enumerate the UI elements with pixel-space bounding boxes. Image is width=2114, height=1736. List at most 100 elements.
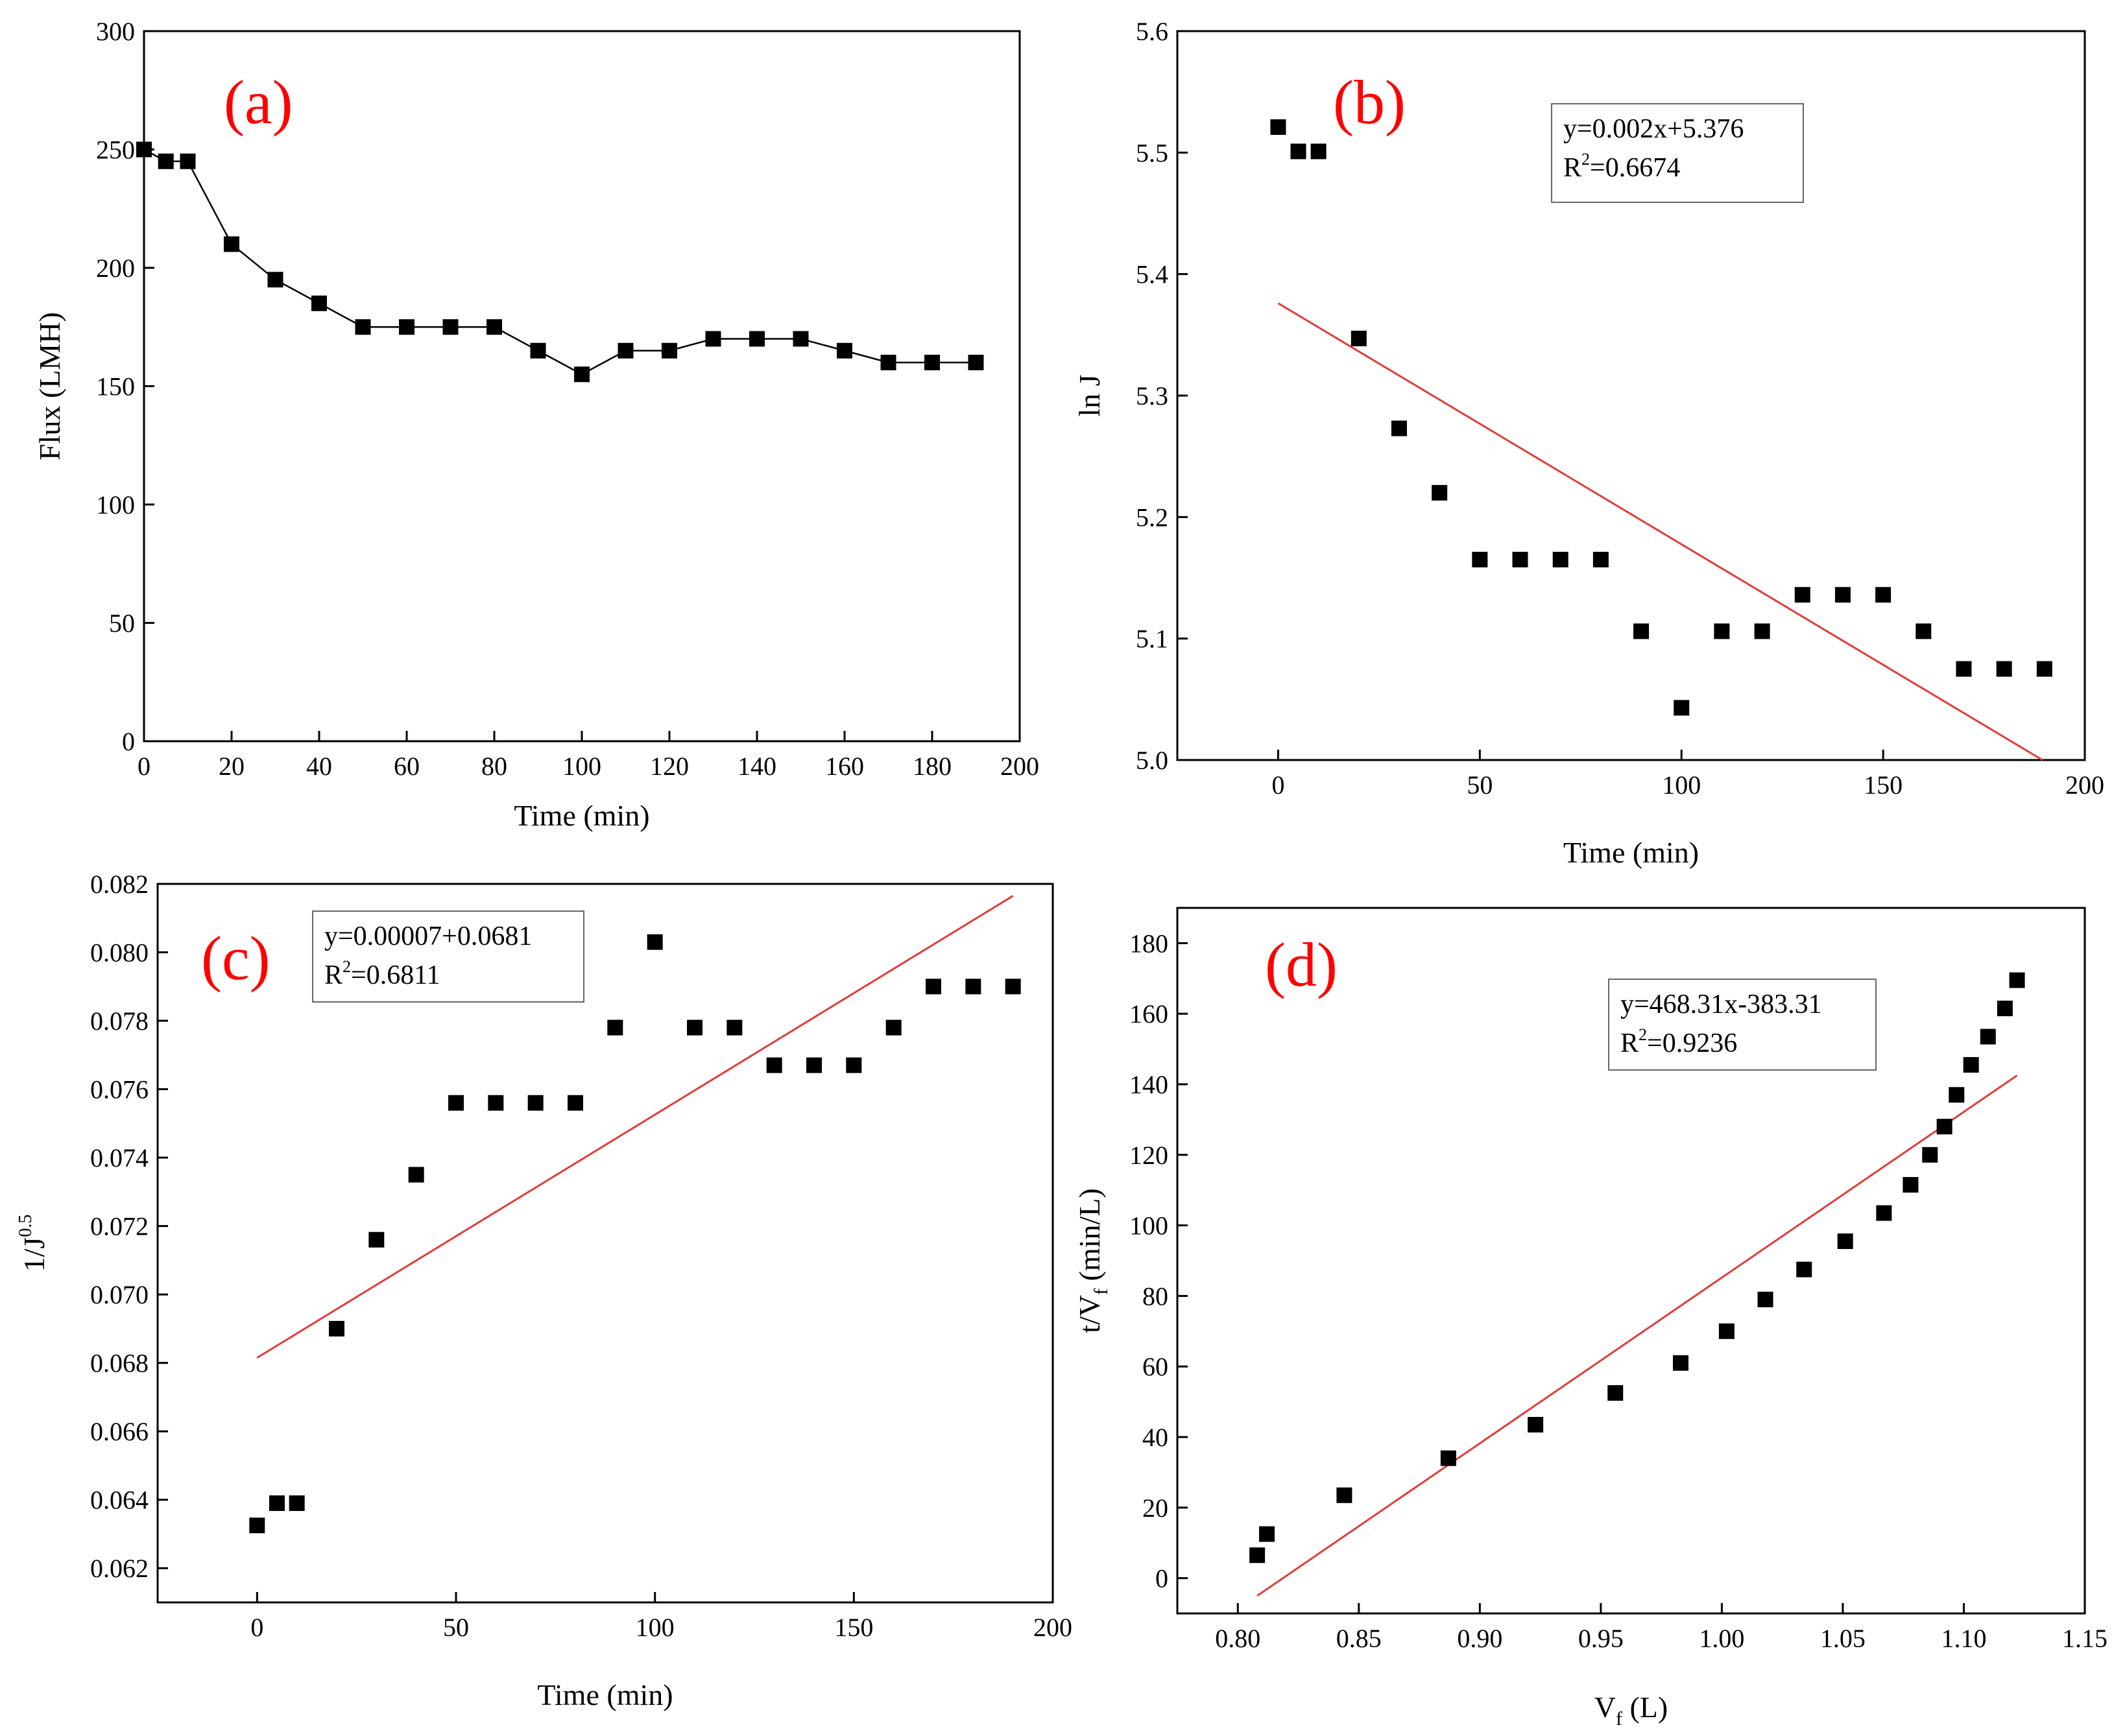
a-x-tick-label: 100 — [562, 752, 601, 781]
a-data-point — [793, 331, 809, 347]
c-r2-base: R — [324, 960, 342, 990]
d-x-tick-label: 0.85 — [1336, 1624, 1382, 1653]
b-equation-box — [1551, 103, 1804, 203]
b-y-tick-label: 5.3 — [1136, 381, 1168, 410]
d-series — [1249, 972, 2025, 1597]
d-data-point — [1440, 1450, 1456, 1466]
b-data-point — [1794, 587, 1810, 603]
c-equation-box — [312, 910, 584, 1003]
a-y-axis-label: Flux (LMH) — [33, 312, 66, 460]
b-data-point — [1512, 551, 1528, 567]
a-y-tick-label: 250 — [96, 136, 135, 165]
d-x-tick-label: 1.05 — [1820, 1624, 1866, 1653]
a-data-point — [705, 331, 721, 347]
d-y-tick-label: 60 — [1142, 1352, 1168, 1381]
b-data-point — [1714, 623, 1730, 639]
a-y-tick-label: 50 — [109, 609, 135, 638]
d-y-tick-label: 160 — [1129, 999, 1168, 1029]
b-data-point — [1956, 661, 1972, 677]
d-fit-equation: y=468.31x-383.31 — [1620, 990, 1822, 1019]
b-y-tick-label: 5.1 — [1136, 624, 1168, 654]
b-y-tick-label: 5.5 — [1136, 138, 1168, 167]
c-data-point — [368, 1231, 385, 1248]
a-data-point — [924, 355, 940, 370]
c-data-point — [568, 1095, 583, 1111]
panel-b: 0 50 100 150 200 5.0 5.1 5.2 5.3 5.4 5.5 5.6 Time (… — [1073, 17, 2104, 869]
d-data-point — [1336, 1487, 1352, 1503]
c-plot-frame — [156, 883, 1054, 1604]
a-y-tick-label: 100 — [96, 490, 135, 519]
a-x-tick-label: 200 — [1000, 752, 1039, 781]
b-panel-label: (b) — [1333, 67, 1406, 137]
a-data-point — [224, 236, 239, 252]
c-ticks: 0 50 100 150 200 0.062 0.064 0.066 0.068 0.070 0.0… — [90, 870, 1072, 1642]
b-data-point — [1674, 700, 1690, 716]
b-ticks: 0 50 100 150 200 5.0 5.1 5.2 5.3 5.4 5.5 5.6 — [1136, 17, 2104, 800]
b-data-point — [1270, 119, 1286, 135]
a-data-point — [158, 153, 174, 169]
c-y-axis-label: 1/J0.5 — [16, 1215, 51, 1272]
c-y-tick-label: 0.074 — [90, 1143, 149, 1172]
d-xlabel-suffix: (L) — [1622, 1691, 1668, 1724]
d-data-point — [1607, 1385, 1624, 1401]
d-y-tick-label: 180 — [1129, 929, 1168, 958]
c-data-point — [607, 1019, 623, 1036]
d-y-tick-label: 120 — [1129, 1141, 1168, 1170]
a-y-tick-label: 150 — [96, 372, 135, 401]
c-data-point — [885, 1019, 902, 1036]
c-data-point — [846, 1057, 862, 1073]
d-x-tick-label: 1.15 — [2062, 1624, 2108, 1653]
c-data-point — [448, 1095, 464, 1111]
a-data-point — [355, 319, 371, 335]
a-data-point — [530, 342, 546, 359]
d-x-tick-label: 0.80 — [1215, 1624, 1260, 1653]
d-ylabel-base: t/V — [1073, 1295, 1106, 1333]
c-fit-line — [256, 895, 1014, 1359]
panel-d: 0.80 0.85 0.90 0.95 1.00 1.05 1.10 1.15 0 20 40 60 8… — [1073, 907, 2108, 1730]
c-x-tick-label: 0 — [250, 1613, 263, 1642]
c-y-tick-label: 0.068 — [90, 1349, 149, 1378]
b-r2-base: R — [1563, 153, 1581, 183]
d-y-axis-label: t/Vf (min/L) — [1073, 1188, 1112, 1333]
b-data-point — [1633, 623, 1650, 639]
c-data-point — [527, 1095, 544, 1111]
c-data-point — [488, 1095, 504, 1111]
d-y-tick-label: 140 — [1129, 1070, 1168, 1099]
d-data-point — [2009, 972, 2025, 988]
c-y-tick-label: 0.072 — [90, 1212, 149, 1241]
a-data-point — [574, 366, 590, 383]
c-data-point — [766, 1057, 782, 1073]
c-x-tick-label: 50 — [443, 1613, 469, 1642]
b-y-tick-label: 5.2 — [1136, 503, 1168, 532]
d-r2-value: =0.9236 — [1647, 1029, 1737, 1058]
a-x-tick-label: 120 — [650, 752, 689, 781]
b-data-point — [1472, 551, 1488, 567]
c-r2-value: =0.6811 — [351, 960, 440, 990]
b-data-point — [1996, 661, 2012, 677]
a-series — [136, 141, 984, 383]
d-y-tick-label: 0 — [1155, 1564, 1168, 1593]
a-x-tick-label: 180 — [913, 752, 952, 781]
c-x-axis-label: Time (min) — [537, 1678, 673, 1711]
b-data-point — [1754, 623, 1770, 639]
d-data-point — [1528, 1416, 1544, 1433]
b-x-tick-label: 50 — [1467, 770, 1493, 800]
d-panel-label: (d) — [1265, 930, 1338, 999]
c-data-point — [1005, 979, 1021, 995]
b-series — [1270, 119, 2052, 761]
d-x-tick-label: 0.90 — [1457, 1624, 1502, 1653]
b-data-point — [1391, 420, 1407, 436]
b-r2-exp: 2 — [1581, 150, 1590, 169]
d-data-point — [1757, 1291, 1773, 1307]
b-r2-value: =0.6674 — [1590, 153, 1680, 183]
a-series-line — [143, 149, 976, 375]
d-data-point — [1672, 1355, 1688, 1371]
d-data-point — [1949, 1087, 1965, 1103]
c-data-point — [687, 1019, 703, 1036]
b-data-point — [1834, 587, 1851, 603]
c-data-point — [965, 979, 981, 995]
d-x-tick-label: 1.10 — [1941, 1624, 1986, 1653]
b-y-tick-label: 5.4 — [1136, 260, 1168, 289]
c-y-tick-label: 0.064 — [90, 1486, 149, 1515]
c-x-tick-label: 150 — [834, 1613, 873, 1642]
